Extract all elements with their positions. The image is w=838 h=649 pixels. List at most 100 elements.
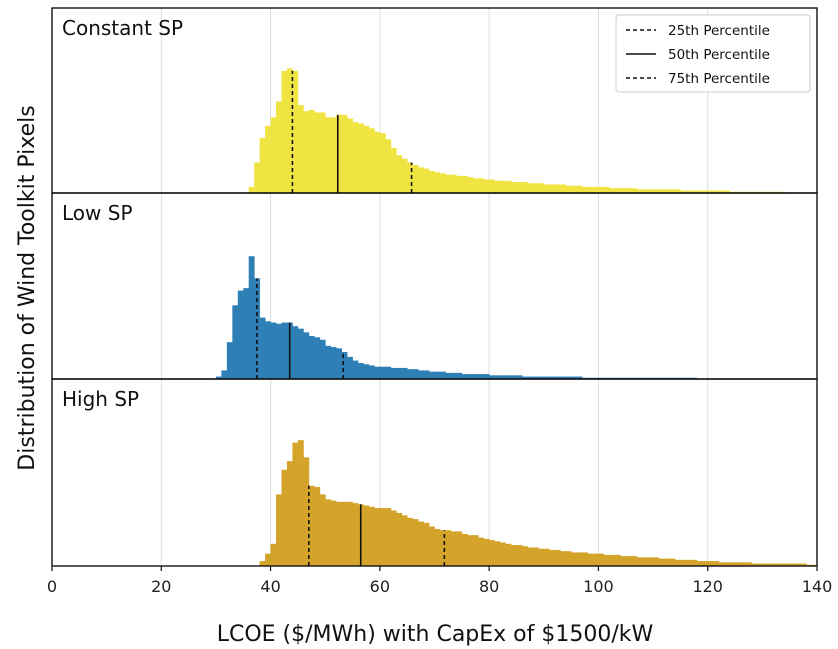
bar-2-80 bbox=[696, 561, 703, 566]
bar-0-19 bbox=[352, 122, 359, 193]
bar-0-63 bbox=[592, 186, 599, 193]
legend-label-p50: 50th Percentile bbox=[668, 47, 770, 63]
bar-0-74 bbox=[653, 189, 659, 193]
bar-2-90 bbox=[751, 563, 758, 566]
bar-2-73 bbox=[658, 558, 665, 566]
bar-0-24 bbox=[379, 133, 386, 193]
bar-0-38 bbox=[456, 175, 463, 193]
bar-2-34 bbox=[445, 530, 452, 566]
bar-2-25 bbox=[396, 512, 403, 566]
bar-2-87 bbox=[735, 562, 741, 566]
bar-2-52 bbox=[543, 548, 550, 566]
bar-0-46 bbox=[500, 180, 506, 193]
bar-0-35 bbox=[439, 173, 446, 193]
bar-0-75 bbox=[658, 189, 665, 193]
bar-1-0 bbox=[215, 376, 222, 379]
bar-1-46 bbox=[467, 374, 474, 379]
bar-1-38 bbox=[423, 370, 430, 379]
bar-2-36 bbox=[456, 531, 463, 566]
bar-2-74 bbox=[664, 558, 670, 566]
bar-2-21 bbox=[374, 507, 381, 566]
bar-1-32 bbox=[390, 367, 397, 379]
bar-0-29 bbox=[407, 162, 414, 193]
bar-2-66 bbox=[620, 556, 627, 566]
bar-2-19 bbox=[363, 505, 370, 566]
bar-2-11 bbox=[319, 494, 326, 566]
bar-0-62 bbox=[587, 186, 594, 193]
panel-frames bbox=[51, 7, 818, 567]
bar-2-10 bbox=[314, 487, 321, 566]
panel-label-2: High SP bbox=[62, 387, 139, 411]
bar-2-60 bbox=[587, 553, 594, 566]
bar-1-52 bbox=[500, 375, 506, 379]
bar-0-22 bbox=[368, 128, 375, 193]
bar-2-96 bbox=[784, 563, 791, 566]
panel-frame-1 bbox=[51, 192, 818, 380]
bar-2-27 bbox=[407, 517, 414, 566]
bar-0-50 bbox=[521, 182, 528, 193]
bar-0-17 bbox=[341, 114, 348, 193]
bar-2-0 bbox=[259, 561, 266, 566]
bar-0-80 bbox=[685, 190, 692, 193]
bar-2-50 bbox=[532, 547, 539, 566]
bar-2-89 bbox=[745, 562, 752, 566]
bar-2-12 bbox=[325, 499, 332, 566]
bar-1-31 bbox=[385, 366, 392, 379]
bar-2-23 bbox=[385, 507, 392, 566]
bar-0-4 bbox=[270, 117, 277, 193]
bar-2-64 bbox=[609, 554, 616, 566]
bar-0-79 bbox=[680, 190, 687, 193]
bar-0-57 bbox=[560, 184, 567, 193]
bar-1-45 bbox=[461, 374, 468, 379]
x-axis-ticks: 0 20 40 60 80 100 120 140 bbox=[47, 566, 832, 596]
x-tick-label-40: 40 bbox=[260, 577, 280, 596]
bar-2-2 bbox=[270, 543, 277, 566]
x-tick-label-120: 120 bbox=[692, 577, 723, 596]
bar-2-98 bbox=[795, 563, 802, 566]
bar-2-38 bbox=[467, 535, 474, 566]
bar-0-78 bbox=[674, 189, 681, 193]
bar-1-57 bbox=[527, 376, 534, 379]
bar-1-53 bbox=[505, 375, 512, 379]
x-axis-label: LCOE ($/MWh) with CapEx of $1500/kW bbox=[217, 622, 654, 647]
bar-2-14 bbox=[336, 501, 343, 566]
bar-2-57 bbox=[571, 552, 577, 566]
bar-2-94 bbox=[773, 563, 780, 566]
bar-2-47 bbox=[516, 545, 523, 566]
bar-0-54 bbox=[543, 184, 550, 193]
bar-0-39 bbox=[461, 175, 468, 193]
bar-2-6 bbox=[292, 442, 299, 566]
bar-2-91 bbox=[756, 563, 763, 566]
bar-1-22 bbox=[336, 348, 343, 379]
bar-1-61 bbox=[549, 376, 556, 379]
bar-1-37 bbox=[418, 370, 424, 379]
bar-0-26 bbox=[390, 147, 397, 193]
bar-0-30 bbox=[412, 164, 419, 193]
bar-1-20 bbox=[325, 345, 332, 379]
bar-0-15 bbox=[330, 117, 337, 193]
bar-1-27 bbox=[363, 364, 370, 379]
bar-2-53 bbox=[549, 549, 556, 566]
bar-2-44 bbox=[500, 542, 506, 566]
bar-0-53 bbox=[538, 183, 545, 193]
bar-2-77 bbox=[680, 559, 687, 566]
bar-1-28 bbox=[368, 365, 375, 379]
bar-1-39 bbox=[429, 371, 435, 379]
bar-0-83 bbox=[702, 190, 709, 193]
bar-1-3 bbox=[232, 305, 239, 379]
bar-0-82 bbox=[696, 190, 703, 193]
bar-1-49 bbox=[483, 374, 490, 379]
bar-1-5 bbox=[243, 288, 250, 379]
x-tick-label-80: 80 bbox=[479, 577, 499, 596]
bar-1-25 bbox=[352, 360, 359, 379]
bar-0-68 bbox=[620, 188, 627, 193]
bar-1-35 bbox=[407, 369, 414, 379]
bar-0-60 bbox=[576, 185, 583, 193]
bar-0-21 bbox=[363, 125, 370, 193]
bar-2-51 bbox=[538, 548, 545, 566]
bar-2-70 bbox=[642, 557, 649, 566]
bar-0-16 bbox=[336, 114, 343, 193]
bar-1-14 bbox=[292, 326, 299, 379]
bar-2-75 bbox=[669, 558, 676, 566]
